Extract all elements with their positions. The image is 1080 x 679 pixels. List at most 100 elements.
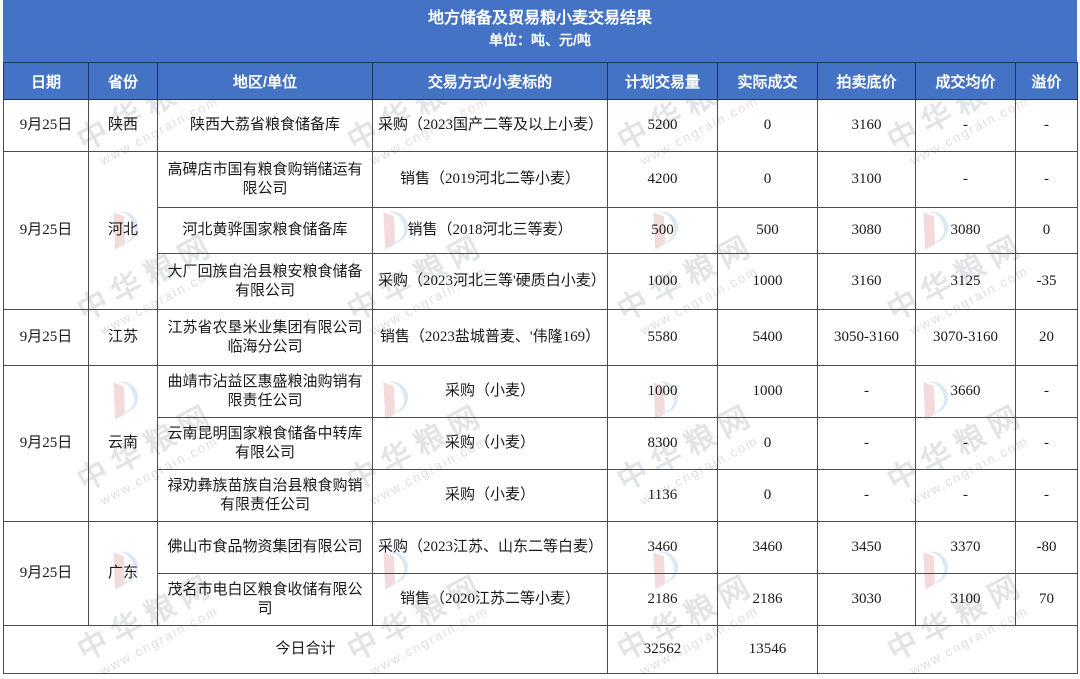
- cell-premium: 70: [1015, 573, 1078, 626]
- cell-premium: -80: [1015, 521, 1078, 574]
- cell-deal: 采购（2023国产二等及以上小麦）: [372, 99, 608, 152]
- cell-floor: 3050-3160: [817, 309, 916, 366]
- cell-plan: 4200: [607, 151, 718, 208]
- cell-premium: -: [1015, 99, 1078, 152]
- col-header-avg: 成交均价: [915, 62, 1016, 100]
- cell-floor: 3100: [817, 151, 916, 208]
- cell-date: 9月25日: [3, 99, 89, 152]
- cell-plan: 5200: [607, 99, 718, 152]
- cell-unit: 禄劝彝族苗族自治县粮食购销有限责任公司: [157, 469, 373, 522]
- table-row: 大厂回族自治县粮安粮食储备有限公司 采购（2023河北三等'硬质白小麦） 100…: [4, 253, 1078, 310]
- table-title-block: 地方储备及贸易粮小麦交易结果 单位：吨、元/吨: [3, 0, 1077, 62]
- table-row: 9月25日 云南 曲靖市沾益区惠盛粮油购销有限责任公司 采购（小麦） 1000 …: [3, 365, 1078, 522]
- cell-premium: -: [1015, 469, 1078, 522]
- header-row: 日期 省份 地区/单位 交易方式/小麦标的 计划交易量 实际成交 拍卖底价 成交…: [3, 62, 1078, 100]
- cell-premium: -: [1015, 417, 1078, 470]
- cell-plan: 500: [607, 207, 718, 254]
- cell-plan: 8300: [607, 417, 718, 470]
- cell-floor: 3450: [817, 521, 916, 574]
- cell-actual: 1000: [717, 365, 818, 418]
- cell-plan: 5580: [607, 309, 718, 366]
- cell-floor: 3080: [817, 207, 916, 254]
- cell-deal: 采购（2023江苏、山东二等白麦）: [372, 521, 608, 574]
- cell-actual: 5400: [717, 309, 818, 366]
- cell-province: 江苏: [88, 309, 158, 366]
- cell-deal: 采购（小麦）: [372, 417, 608, 470]
- cell-actual: 0: [717, 469, 818, 522]
- cell-unit: 曲靖市沾益区惠盛粮油购销有限责任公司: [157, 365, 373, 418]
- cell-date: 9月25日: [3, 151, 89, 310]
- col-header-actual: 实际成交: [717, 62, 818, 100]
- cell-date: 9月25日: [3, 521, 89, 626]
- cell-premium: -: [1015, 365, 1078, 418]
- cell-unit: 高碑店市国有粮食购销储运有限公司: [157, 151, 373, 208]
- cell-deal: 销售（2023盐城普麦、'伟隆169）: [372, 309, 608, 366]
- cell-premium: 20: [1015, 309, 1078, 366]
- cell-avg: -: [915, 151, 1016, 208]
- table-row: 9月25日 广东 佛山市食品物资集团有限公司 采购（2023江苏、山东二等白麦）…: [3, 521, 1078, 626]
- cell-plan: 1000: [607, 253, 718, 310]
- table-row: 云南昆明国家粮食储备中转库有限公司 采购（小麦） 8300 0 - - -: [4, 417, 1078, 470]
- cell-actual: 3460: [717, 521, 818, 574]
- total-plan: 32562: [607, 625, 718, 674]
- table-row: 茂名市电白区粮食收储有限公司 销售（2020江苏二等小麦） 2186 2186 …: [4, 573, 1078, 626]
- col-header-date: 日期: [3, 62, 89, 100]
- total-label: 今日合计: [3, 625, 608, 674]
- cell-actual: 0: [717, 417, 818, 470]
- col-header-floor: 拍卖底价: [817, 62, 916, 100]
- cell-province: 河北: [88, 151, 158, 310]
- cell-floor: 3160: [817, 99, 916, 152]
- results-table: 日期 省份 地区/单位 交易方式/小麦标的 计划交易量 实际成交 拍卖底价 成交…: [3, 62, 1078, 674]
- cell-floor: -: [817, 365, 916, 418]
- cell-floor: 3030: [817, 573, 916, 626]
- table-unit-note: 单位：吨、元/吨: [489, 32, 591, 48]
- results-table-sheet: 地方储备及贸易粮小麦交易结果 单位：吨、元/吨 日期 省份 地区/单位 交易方式…: [3, 0, 1078, 674]
- cell-province: 陕西: [88, 99, 158, 152]
- cell-floor: -: [817, 469, 916, 522]
- cell-deal: 销售（2020江苏二等小麦）: [372, 573, 608, 626]
- cell-actual: 1000: [717, 253, 818, 310]
- cell-premium: -: [1015, 151, 1078, 208]
- cell-plan: 1000: [607, 365, 718, 418]
- cell-actual: 500: [717, 207, 818, 254]
- cell-unit: 佛山市食品物资集团有限公司: [157, 521, 373, 574]
- cell-deal: 销售（2019河北二等小麦）: [372, 151, 608, 208]
- cell-actual: 2186: [717, 573, 818, 626]
- cell-avg: 3370: [915, 521, 1016, 574]
- cell-unit: 河北黄骅国家粮食储备库: [157, 207, 373, 254]
- col-header-plan: 计划交易量: [607, 62, 718, 100]
- cell-floor: 3160: [817, 253, 916, 310]
- cell-plan: 3460: [607, 521, 718, 574]
- table-row: 9月25日 陕西 陕西大荔省粮食储备库 采购（2023国产二等及以上小麦） 52…: [3, 99, 1078, 152]
- cell-avg: 3125: [915, 253, 1016, 310]
- cell-deal: 销售（2018河北三等麦）: [372, 207, 608, 254]
- cell-avg: -: [915, 417, 1016, 470]
- total-actual: 13546: [717, 625, 818, 674]
- cell-unit: 茂名市电白区粮食收储有限公司: [157, 573, 373, 626]
- cell-unit: 江苏省农垦米业集团有限公司临海分公司: [157, 309, 373, 366]
- cell-avg: 3080: [915, 207, 1016, 254]
- cell-deal: 采购（2023河北三等'硬质白小麦）: [372, 253, 608, 310]
- cell-avg: 3660: [915, 365, 1016, 418]
- table-row: 9月25日 河北 高碑店市国有粮食购销储运有限公司 销售（2019河北二等小麦）…: [3, 151, 1078, 310]
- cell-plan: 1136: [607, 469, 718, 522]
- cell-actual: 0: [717, 151, 818, 208]
- cell-province: 广东: [88, 521, 158, 626]
- cell-date: 9月25日: [3, 365, 89, 522]
- cell-unit: 云南昆明国家粮食储备中转库有限公司: [157, 417, 373, 470]
- col-header-premium: 溢价: [1015, 62, 1078, 100]
- col-header-unit: 地区/单位: [157, 62, 373, 100]
- total-row: 今日合计 32562 13546: [3, 625, 1078, 674]
- cell-floor: -: [817, 417, 916, 470]
- cell-date: 9月25日: [3, 309, 89, 366]
- cell-avg: -: [915, 99, 1016, 152]
- cell-avg: -: [915, 469, 1016, 522]
- cell-deal: 采购（小麦）: [372, 365, 608, 418]
- table-row: 河北黄骅国家粮食储备库 销售（2018河北三等麦） 500 500 3080 3…: [4, 207, 1078, 254]
- col-header-province: 省份: [88, 62, 158, 100]
- cell-actual: 0: [717, 99, 818, 152]
- col-header-deal: 交易方式/小麦标的: [372, 62, 608, 100]
- cell-unit: 大厂回族自治县粮安粮食储备有限公司: [157, 253, 373, 310]
- cell-unit: 陕西大荔省粮食储备库: [157, 99, 373, 152]
